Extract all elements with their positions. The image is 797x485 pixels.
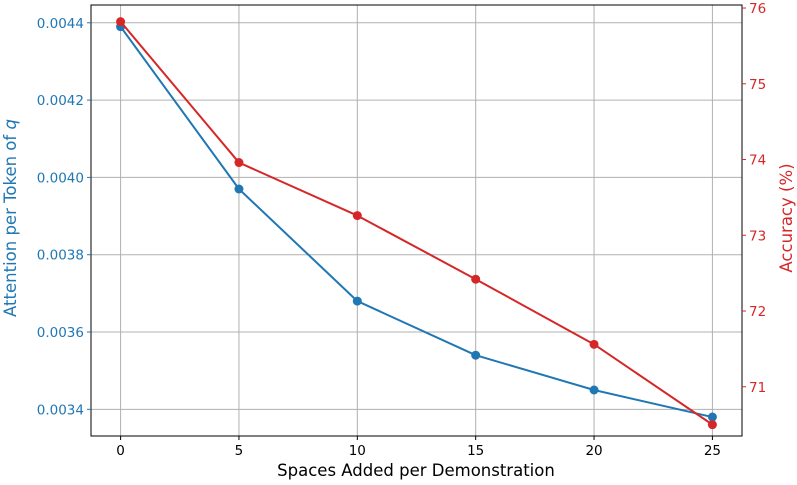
grid-lines [91,5,742,436]
attention-point [234,184,244,194]
y-right-tick-label: 74 [749,153,766,169]
x-axis-label: Spaces Added per Demonstration [277,461,555,480]
x-tick-label: 20 [585,443,602,459]
x-tick-label: 10 [349,443,366,459]
accuracy-series [116,17,717,430]
attention-line [119,26,713,419]
accuracy-point [589,339,599,349]
y-left-axis-label-variable: q [1,119,20,129]
y-left-tick-label: 0.0040 [37,170,84,186]
accuracy-point [471,274,481,284]
y-left-axis-ticks: 0.0034 0.0036 0.0038 0.0040 0.0042 0.0044 [37,16,91,418]
y-right-tick-label: 71 [749,380,766,396]
x-tick-label: 5 [235,443,244,459]
y-right-axis-ticks: 71 72 73 74 75 76 [742,1,766,396]
y-left-axis-label: Attention per Token of q [1,119,20,317]
x-tick-label: 25 [704,443,721,459]
y-left-axis-label-text: Attention per Token of [1,130,20,317]
attention-point [471,350,481,360]
x-tick-label: 15 [467,443,484,459]
accuracy-point [352,211,362,221]
attention-point [707,412,717,422]
accuracy-point [234,158,244,168]
x-tick-label: 0 [116,443,125,459]
y-right-axis-label: Accuracy (%) [777,163,796,272]
x-axis-ticks: 0 5 10 15 20 25 [116,436,721,459]
y-left-tick-label: 0.0042 [37,93,84,109]
series-layer [116,17,717,430]
accuracy-point [707,420,717,430]
attention-point [589,385,599,395]
attention-point [352,296,362,306]
accuracy-point [116,17,126,27]
y-right-tick-label: 73 [749,228,766,244]
y-left-tick-label: 0.0038 [37,248,84,264]
y-left-tick-label: 0.0034 [37,402,84,418]
plot-frame [90,4,743,437]
y-right-tick-label: 72 [749,304,766,320]
y-right-tick-label: 75 [749,77,766,93]
y-right-tick-label: 76 [749,1,766,17]
accuracy-line [119,21,713,426]
y-left-tick-label: 0.0044 [37,16,84,32]
y-left-tick-label: 0.0036 [37,325,84,341]
